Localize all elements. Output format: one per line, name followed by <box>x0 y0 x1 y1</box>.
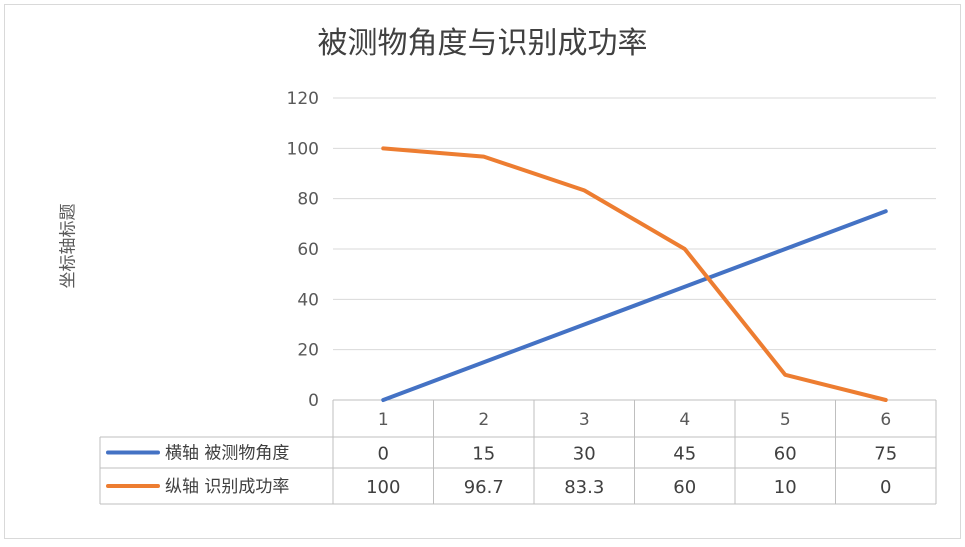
table-cell-value: 75 <box>874 444 897 465</box>
legend-label: 纵轴 识别成功率 <box>165 477 289 497</box>
series-line <box>381 146 888 402</box>
table-cell-value: 96.7 <box>464 477 504 498</box>
y-tick-label: 40 <box>297 290 319 310</box>
series-line <box>381 209 888 402</box>
table-cell-value: 83.3 <box>564 477 604 498</box>
table-cell-value: 10 <box>774 477 797 498</box>
table-cell-value: 45 <box>673 444 696 465</box>
chart-frame <box>4 4 961 539</box>
x-tick-label: 1 <box>378 410 389 430</box>
y-tick-label: 120 <box>287 89 319 109</box>
y-tick-label: 100 <box>287 139 319 159</box>
y-tick-label: 80 <box>297 190 319 210</box>
x-tick-label: 4 <box>679 410 690 430</box>
table-cell-value: 15 <box>472 444 495 465</box>
y-tick-label: 0 <box>308 391 319 411</box>
y-tick-label: 60 <box>297 240 319 260</box>
table-cell-value: 0 <box>378 444 389 465</box>
y-tick-label: 20 <box>297 341 319 361</box>
x-tick-label: 5 <box>780 410 791 430</box>
x-tick-label: 3 <box>579 410 590 430</box>
legend-label: 横轴 被测物角度 <box>165 444 289 464</box>
table-cell-value: 100 <box>366 477 400 498</box>
table-cell-value: 30 <box>573 444 596 465</box>
chart-title: 被测物角度与识别成功率 <box>317 26 648 61</box>
x-tick-label: 2 <box>478 410 489 430</box>
table-cell-value: 0 <box>880 477 891 498</box>
x-tick-label: 6 <box>880 410 891 430</box>
table-cell-value: 60 <box>774 444 797 465</box>
table-cell-value: 60 <box>673 477 696 498</box>
